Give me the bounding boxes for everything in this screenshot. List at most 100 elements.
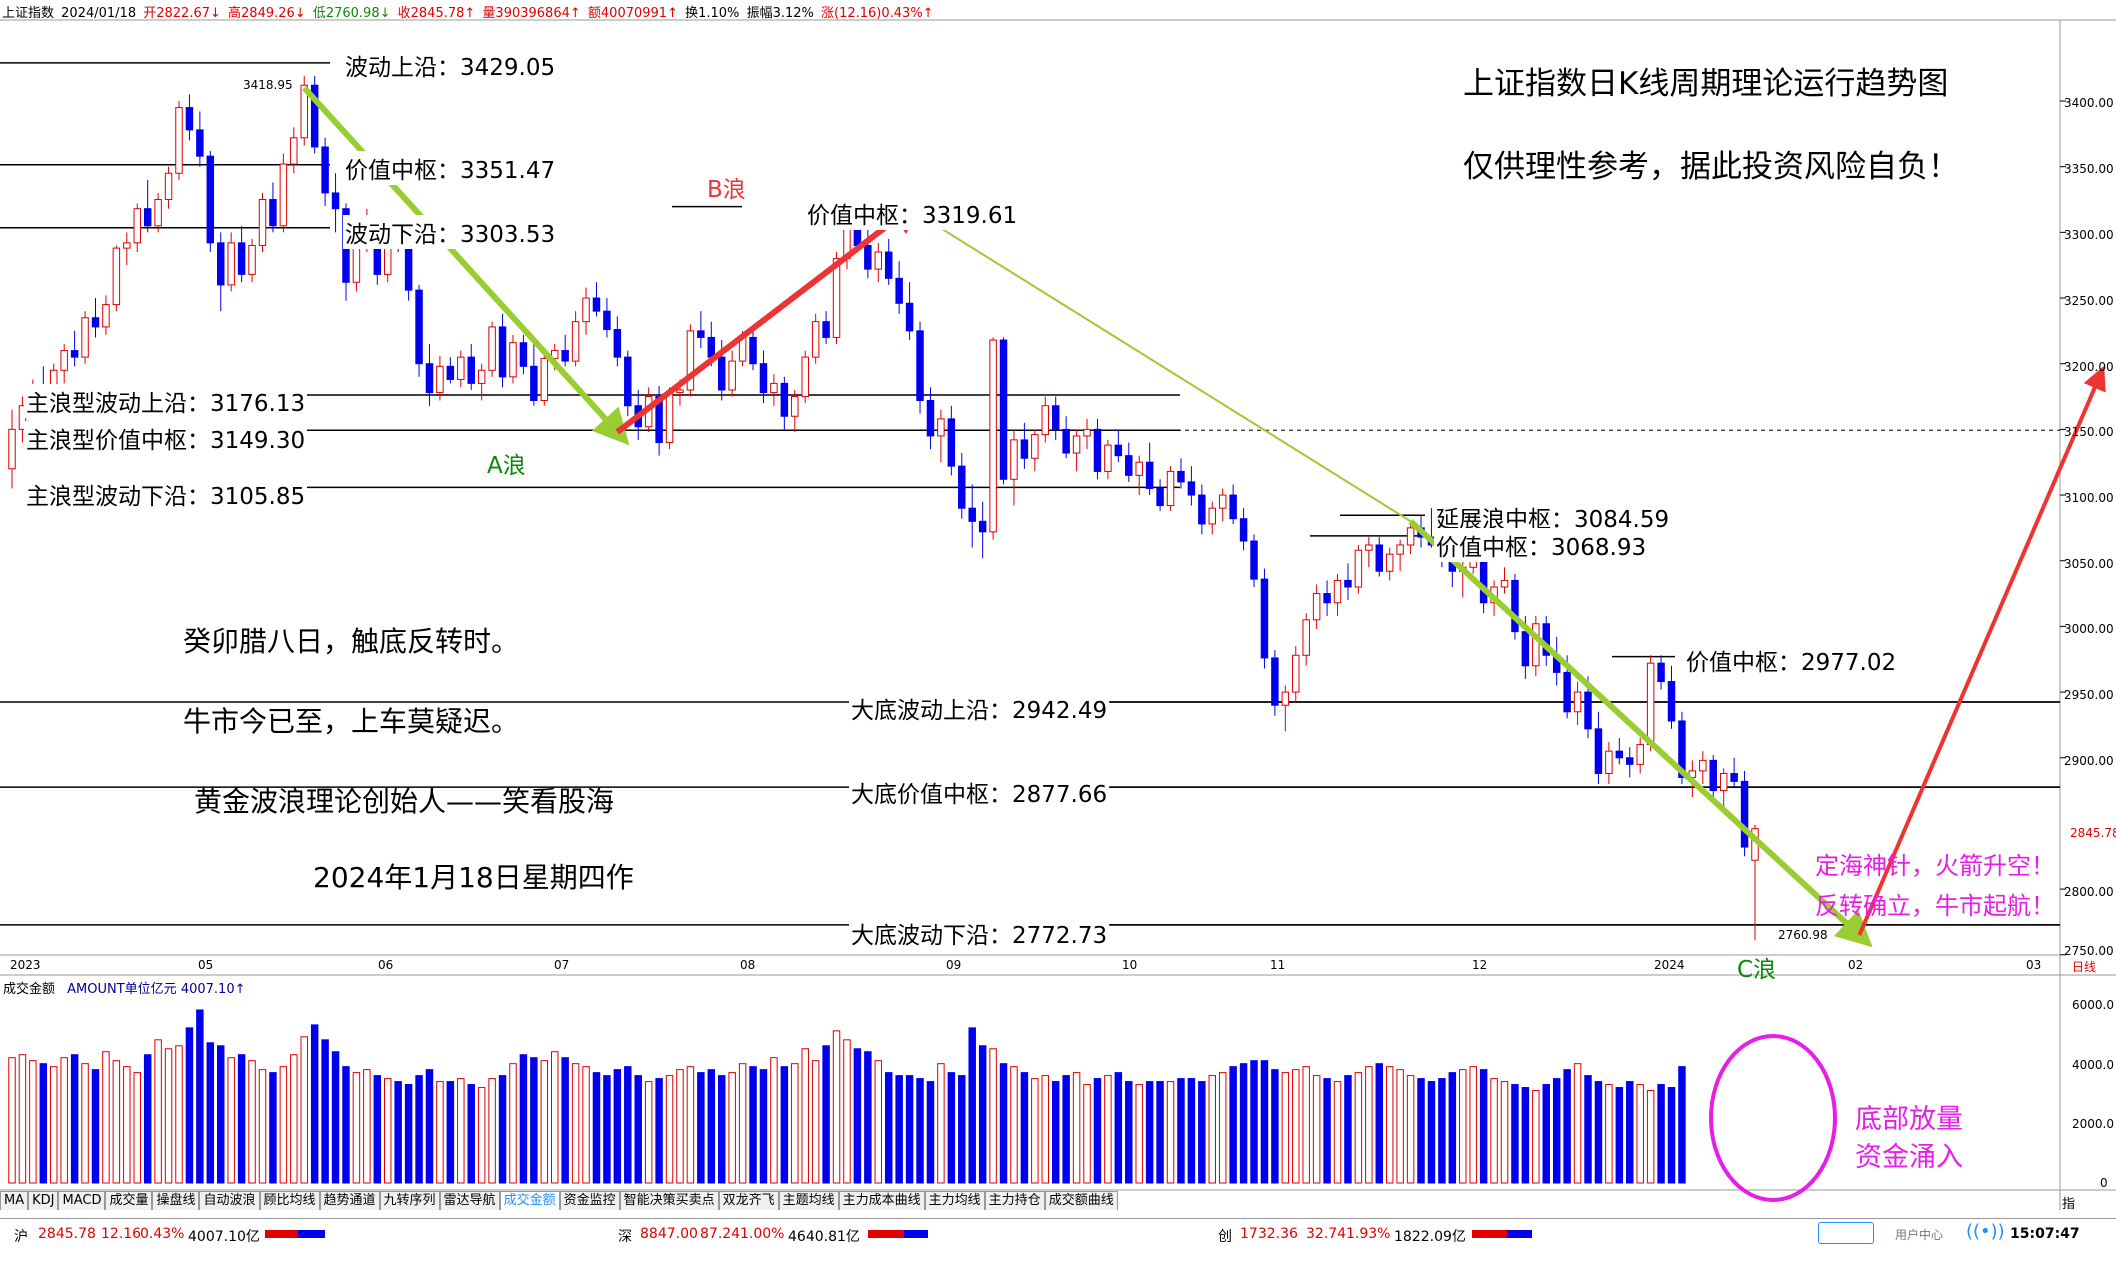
volume-bar-up	[488, 1078, 496, 1184]
volume-bar-up	[154, 1039, 162, 1184]
candle-down	[603, 310, 611, 331]
volume-bar-down	[1563, 1069, 1571, 1184]
volume-bar-down	[404, 1084, 413, 1184]
candle-down	[1187, 481, 1196, 496]
candle-down	[1615, 750, 1624, 759]
price-axis-3050: 3050.00	[2064, 557, 2114, 571]
volume-bar-down	[1093, 1078, 1102, 1184]
tab-volume[interactable]: 成交量	[105, 1191, 153, 1210]
candle-up	[571, 321, 580, 362]
volume-bar-down	[968, 1027, 976, 1184]
tab-main-ma[interactable]: 主力均线	[924, 1191, 985, 1210]
time-axis-08: 08	[740, 958, 756, 972]
tab-smart-decision[interactable]: 智能决策买卖点	[619, 1191, 719, 1210]
tab-amount[interactable]: 成交金额	[499, 1191, 560, 1210]
volume-bar-down	[519, 1054, 528, 1184]
candle-up	[258, 199, 267, 246]
volume-bar-down	[1145, 1081, 1154, 1184]
candle-down	[780, 382, 789, 417]
candle-down	[1114, 444, 1123, 457]
price-axis-3200: 3200.00	[2064, 360, 2114, 374]
volume-bar-up	[989, 1048, 997, 1184]
candle-up	[1605, 750, 1613, 775]
sh-label: 沪	[14, 1229, 28, 1245]
volume-bar-up	[1135, 1084, 1143, 1184]
volume-bar-down	[1051, 1081, 1060, 1184]
volume-bar-up	[582, 1066, 590, 1184]
volume-bar-down	[1198, 1081, 1206, 1184]
chart-title: 上证指数日K线周期理论运行趋势图	[1463, 66, 1949, 102]
candle-down	[206, 155, 215, 244]
candle-down	[561, 350, 569, 362]
candle-down	[1177, 470, 1185, 483]
volume-bar-down	[905, 1075, 914, 1184]
indicator-tab-right[interactable]: 指	[2062, 1197, 2076, 1212]
tab-double-dragon[interactable]: 双龙齐飞	[718, 1191, 779, 1210]
volume-bar-down	[717, 1075, 726, 1184]
candle-down	[717, 356, 726, 391]
service-icons[interactable]	[1818, 1222, 1874, 1244]
volume-bar-up	[665, 1075, 674, 1184]
volume-axis-6000: 6000.0	[2072, 998, 2114, 1012]
candle-up	[665, 392, 674, 444]
volume-bar-up	[112, 1060, 121, 1184]
candle-down	[1667, 681, 1676, 722]
time-axis-05: 05	[198, 958, 214, 972]
candle-down	[530, 365, 538, 401]
tab-main-cost[interactable]: 主力成本曲线	[838, 1191, 925, 1210]
volume-bar-down	[206, 1042, 215, 1184]
time-axis-period[interactable]: 日线	[2072, 960, 2097, 974]
line-b-to-c-top	[909, 207, 1412, 523]
candle-down	[1051, 405, 1060, 430]
tab-ma[interactable]: MA	[0, 1191, 29, 1210]
trend-arrows	[302, 85, 2106, 948]
indicator-tabs: MA KDJ MACD 成交量 操盘线 自动波浪 顾比均线 趋势通道 九转序列 …	[0, 1191, 1118, 1211]
volume-bar-up	[540, 1060, 549, 1184]
tab-theme-ma[interactable]: 主题均线	[778, 1191, 839, 1210]
candle-up	[1292, 654, 1300, 693]
sz-amount: 4640.81亿	[788, 1229, 860, 1245]
candle-up	[1281, 691, 1290, 706]
volume-bar-up	[248, 1060, 256, 1184]
tab-amount-curve[interactable]: 成交额曲线	[1044, 1191, 1118, 1210]
volume-bar-down	[342, 1066, 350, 1184]
time-axis-07: 07	[554, 958, 570, 972]
candle-down	[1344, 579, 1352, 588]
tab-kdj[interactable]: KDJ	[28, 1191, 59, 1210]
volume-bar-up	[1010, 1066, 1018, 1184]
volume-bar-down	[1615, 1087, 1624, 1184]
candle-down	[697, 330, 705, 338]
volume-bar-down	[1678, 1066, 1686, 1184]
candle-up	[1365, 544, 1373, 551]
volume-bar-up	[1459, 1069, 1467, 1184]
candle-down	[446, 365, 455, 380]
price-axis-2900: 2900.00	[2064, 754, 2114, 768]
cy-percent: 1.93%	[1346, 1226, 1391, 1242]
volume-bar-down	[143, 1054, 152, 1184]
volume-bar-down	[1552, 1078, 1561, 1184]
tab-gmma[interactable]: 顾比均线	[259, 1191, 320, 1210]
tab-trading-line[interactable]: 操盘线	[152, 1191, 200, 1210]
tab-nine-turn[interactable]: 九转序列	[379, 1191, 440, 1210]
candle-up	[811, 321, 820, 358]
tab-fund-monitor[interactable]: 资金监控	[559, 1191, 620, 1210]
candle-up	[1646, 662, 1655, 746]
tab-auto-wave[interactable]: 自动波浪	[199, 1191, 260, 1210]
candle-up	[540, 357, 549, 401]
candle-down	[864, 244, 872, 270]
user-center-link[interactable]: 用户中心	[1895, 1228, 1944, 1242]
tab-macd[interactable]: MACD	[58, 1191, 106, 1210]
tab-trend-channel[interactable]: 趋势通道	[319, 1191, 380, 1210]
tab-main-position[interactable]: 主力持仓	[984, 1191, 1045, 1210]
level-label-main-lower: 主浪型波动下沿：3105.85	[24, 477, 308, 511]
volume-bar-up	[801, 1048, 809, 1184]
candle-down	[91, 317, 100, 328]
candle-down	[70, 350, 79, 358]
candle-up	[1208, 507, 1217, 525]
volume-bar-down	[446, 1081, 455, 1184]
volume-bar-up	[738, 1063, 747, 1184]
tab-radar-nav[interactable]: 雷达导航	[439, 1191, 500, 1210]
candle-up	[1104, 444, 1112, 472]
volume-bar-up	[258, 1069, 267, 1184]
